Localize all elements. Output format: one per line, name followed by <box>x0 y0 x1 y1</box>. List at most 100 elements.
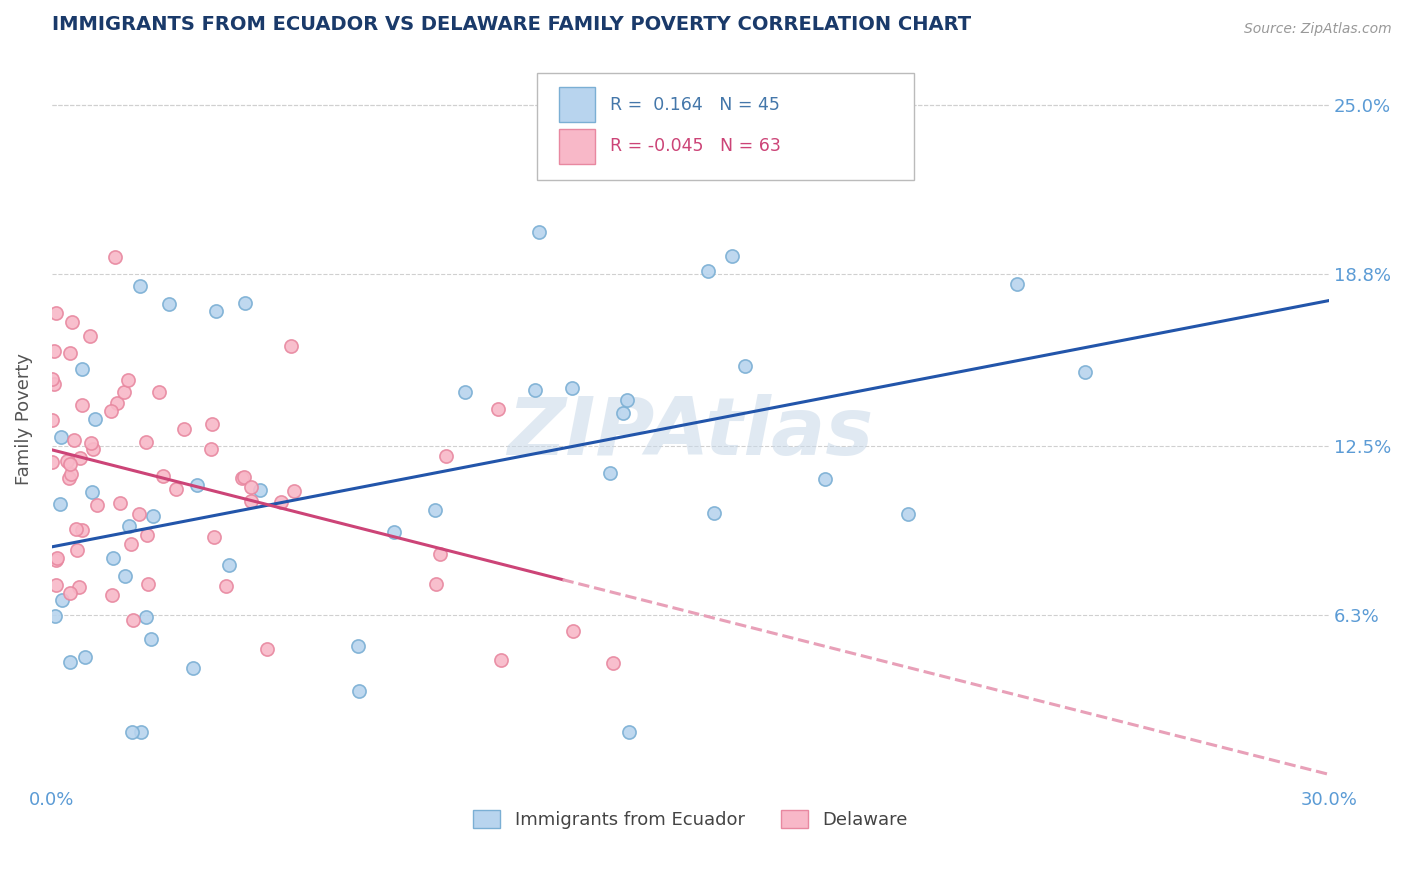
Point <box>231 471 253 485</box>
Point <box>59 467 82 482</box>
Point <box>114 569 136 583</box>
Point <box>45 553 67 567</box>
Point <box>619 725 641 739</box>
Point <box>181 661 204 675</box>
Point <box>108 496 131 510</box>
Point <box>186 478 208 492</box>
Point <box>128 508 150 522</box>
Point <box>142 509 165 524</box>
Point <box>165 482 187 496</box>
Point <box>703 507 725 521</box>
Point <box>201 417 224 431</box>
Point <box>41 455 63 469</box>
Point <box>117 518 139 533</box>
Point <box>382 524 405 539</box>
Point <box>70 398 93 412</box>
Point <box>80 484 103 499</box>
Point <box>117 373 139 387</box>
Bar <box>558 87 595 122</box>
Point <box>489 653 512 667</box>
Point <box>616 393 638 408</box>
Point <box>135 435 157 450</box>
Point <box>121 725 143 739</box>
Point <box>129 279 152 293</box>
Point <box>66 542 89 557</box>
Point <box>75 650 97 665</box>
Point <box>65 522 87 536</box>
Point <box>599 466 621 480</box>
Point <box>897 508 920 522</box>
Point <box>347 639 370 653</box>
Point <box>79 328 101 343</box>
Point <box>139 632 162 647</box>
Point <box>56 453 79 467</box>
Point <box>205 304 228 318</box>
Text: IMMIGRANTS FROM ECUADOR VS DELAWARE FAMILY POVERTY CORRELATION CHART: IMMIGRANTS FROM ECUADOR VS DELAWARE FAMI… <box>52 15 972 34</box>
Point <box>86 498 108 512</box>
Point <box>101 550 124 565</box>
Point <box>721 249 744 263</box>
Point <box>59 655 82 669</box>
Point <box>523 383 546 397</box>
Point <box>67 581 90 595</box>
Point <box>59 346 82 360</box>
Point <box>215 579 238 593</box>
Point <box>49 497 72 511</box>
Point <box>148 384 170 399</box>
Point <box>423 502 446 516</box>
Point <box>42 376 65 391</box>
Y-axis label: Family Poverty: Family Poverty <box>15 352 32 484</box>
Point <box>45 306 67 320</box>
Point <box>51 592 73 607</box>
Point <box>59 457 82 471</box>
Point <box>70 523 93 537</box>
Point <box>527 226 550 240</box>
Point <box>233 470 256 484</box>
FancyBboxPatch shape <box>537 73 914 179</box>
Point <box>152 468 174 483</box>
Point <box>283 483 305 498</box>
Point <box>58 471 80 485</box>
Point <box>72 361 94 376</box>
Point <box>59 586 82 600</box>
Point <box>114 385 136 400</box>
Point <box>173 421 195 435</box>
Point <box>486 401 509 416</box>
Point <box>239 494 262 508</box>
Point <box>120 536 142 550</box>
Point <box>561 624 583 638</box>
Point <box>41 413 63 427</box>
Point <box>454 384 477 399</box>
Point <box>425 577 447 591</box>
Point <box>80 436 103 450</box>
Legend: Immigrants from Ecuador, Delaware: Immigrants from Ecuador, Delaware <box>465 803 915 837</box>
Point <box>104 250 127 264</box>
Point <box>45 578 67 592</box>
Point <box>200 442 222 456</box>
Point <box>45 551 67 566</box>
Point <box>62 315 84 329</box>
Point <box>561 381 583 395</box>
Point <box>100 403 122 417</box>
Point <box>734 359 756 373</box>
Point <box>280 339 302 353</box>
Point <box>122 613 145 627</box>
Point <box>41 372 63 386</box>
Point <box>347 684 370 698</box>
Text: R = -0.045   N = 63: R = -0.045 N = 63 <box>610 137 780 155</box>
Point <box>44 608 66 623</box>
Point <box>129 725 152 739</box>
Point <box>814 472 837 486</box>
Point <box>136 528 159 542</box>
Point <box>69 450 91 465</box>
Text: ZIPAtlas: ZIPAtlas <box>508 394 873 473</box>
Point <box>136 577 159 591</box>
Point <box>51 430 73 444</box>
Point <box>429 547 451 561</box>
Point <box>1005 277 1028 291</box>
Text: R =  0.164   N = 45: R = 0.164 N = 45 <box>610 95 780 113</box>
Point <box>63 434 86 448</box>
Point <box>157 297 180 311</box>
Point <box>100 589 122 603</box>
Bar <box>558 128 595 164</box>
